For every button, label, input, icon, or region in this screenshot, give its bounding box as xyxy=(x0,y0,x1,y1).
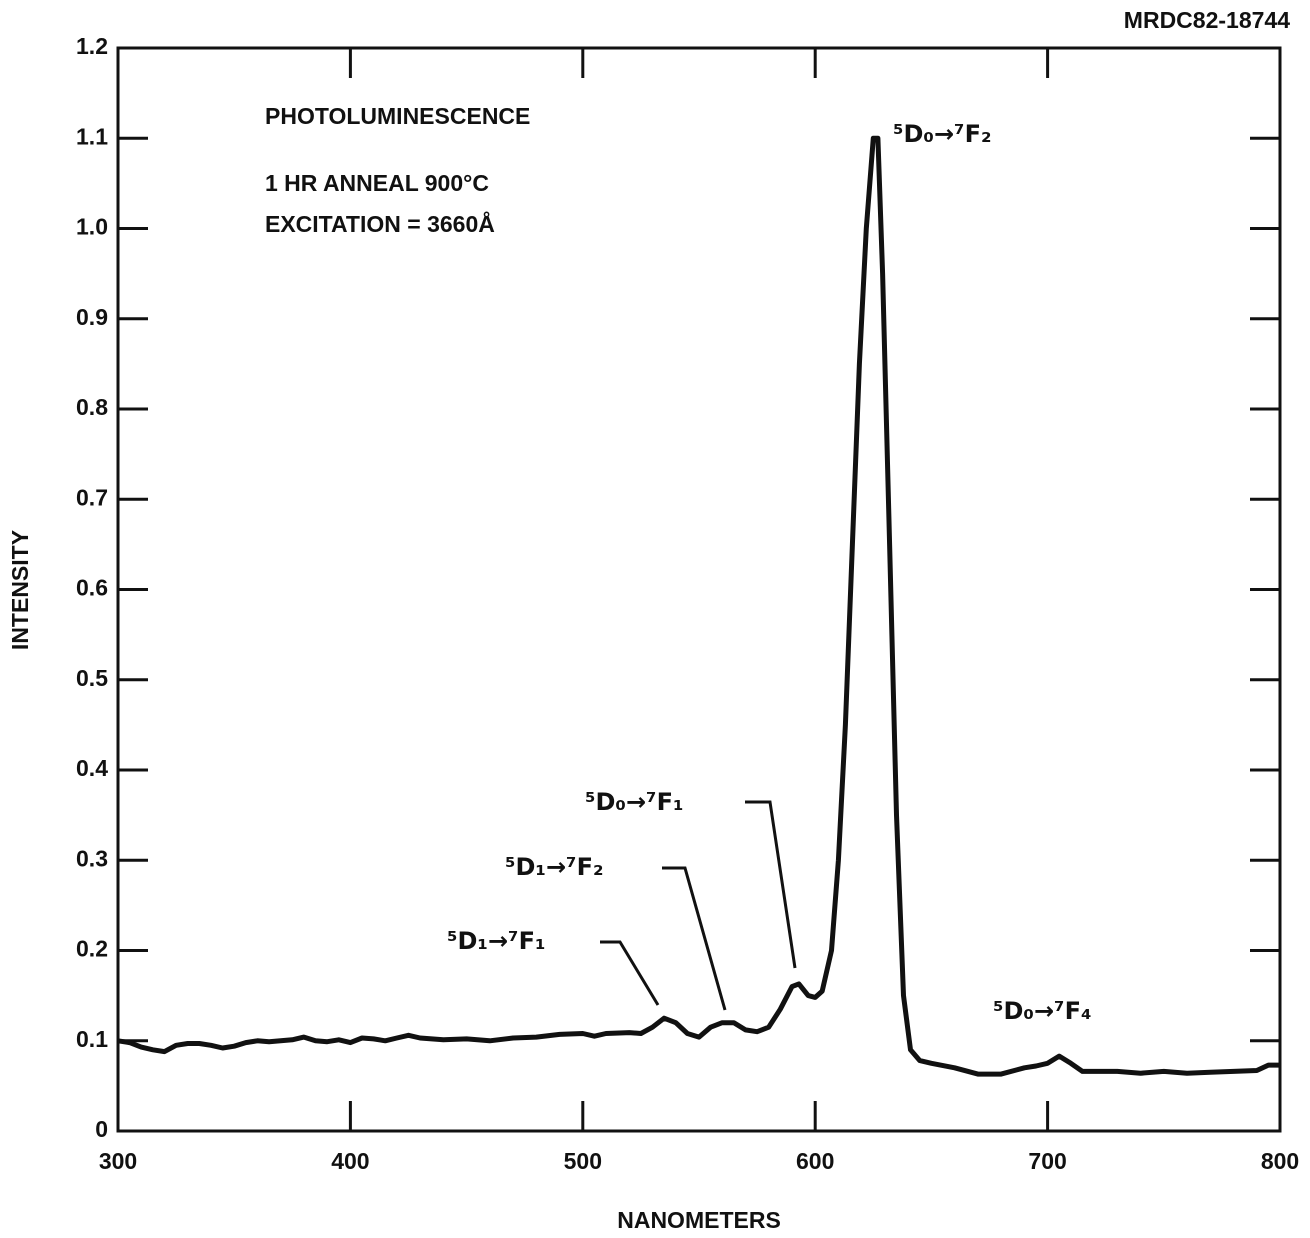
y-tick-label: 1.0 xyxy=(76,214,108,240)
y-tick-label: 1.1 xyxy=(76,123,108,149)
note: 1 HR ANNEAL 900°C xyxy=(265,170,489,196)
annotation: ⁵D₀→⁷F₁ xyxy=(585,788,683,816)
y-tick-label: 1.2 xyxy=(76,33,108,59)
annotation: ⁵D₀→⁷F₄ xyxy=(993,997,1091,1025)
y-tick-label: 0.9 xyxy=(76,304,108,330)
annotation-pointer xyxy=(662,866,727,1011)
x-tick-label: 600 xyxy=(796,1148,834,1174)
y-axis-label: INTENSITY xyxy=(7,530,33,650)
x-tick-label: 500 xyxy=(564,1148,602,1174)
x-axis-label: NANOMETERS xyxy=(617,1207,781,1233)
note: PHOTOLUMINESCENCE xyxy=(265,103,530,129)
y-tick-label: 0.4 xyxy=(76,755,108,781)
y-tick-label: 0.2 xyxy=(76,936,108,962)
annotation: ⁵D₀→⁷F₂ xyxy=(893,120,991,148)
annotation-pointer xyxy=(600,940,660,1006)
y-tick-label: 0.1 xyxy=(76,1026,108,1052)
x-tick-label: 700 xyxy=(1028,1148,1066,1174)
y-tick-label: 0.5 xyxy=(76,665,108,691)
y-tick-label: 0.7 xyxy=(76,484,108,510)
x-tick-label: 800 xyxy=(1261,1148,1299,1174)
y-tick-label: 0 xyxy=(95,1116,108,1142)
annotation-pointer xyxy=(745,800,797,969)
annotation: ⁵D₁→⁷F₁ xyxy=(447,927,545,955)
x-tick-label: 400 xyxy=(331,1148,369,1174)
x-tick-label: 300 xyxy=(99,1148,137,1174)
note: EXCITATION = 3660Å xyxy=(265,210,495,237)
figure-code: MRDC82-18744 xyxy=(1124,7,1290,33)
y-tick-label: 0.6 xyxy=(76,575,108,601)
spectrum-line xyxy=(117,135,1280,1077)
annotation: ⁵D₁→⁷F₂ xyxy=(505,853,603,881)
y-tick-label: 0.3 xyxy=(76,845,108,871)
y-tick-label: 0.8 xyxy=(76,394,108,420)
